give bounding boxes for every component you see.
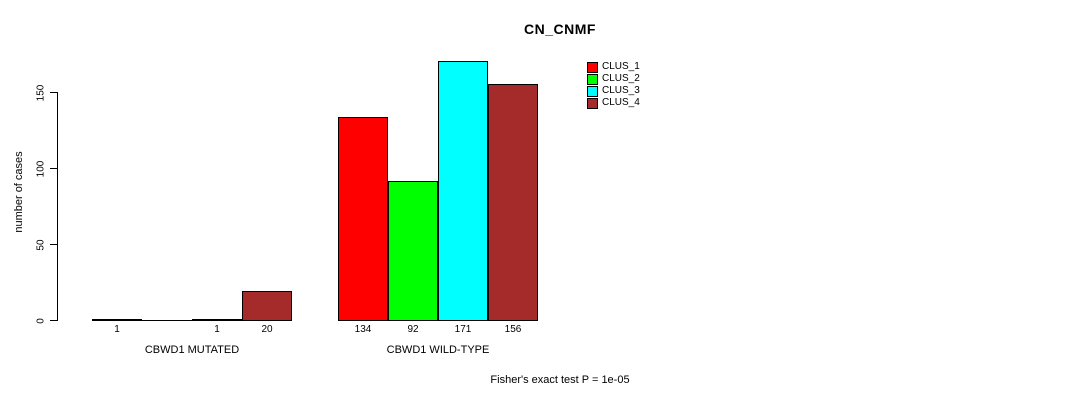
bar-value-label-clus_3-cbwd1-wild-type: 171 <box>454 324 472 335</box>
y-tick-150 <box>50 92 57 93</box>
bar-value-label-clus_3-cbwd1-mutated: 1 <box>214 324 220 335</box>
bar-clus_3-cbwd1-wild-type <box>438 61 488 321</box>
legend-item-clus_1: CLUS_1 <box>587 61 640 73</box>
bar-clus_4-cbwd1-mutated <box>242 291 292 321</box>
legend-swatch-clus_4 <box>587 97 598 109</box>
y-axis-line <box>57 92 58 321</box>
legend-item-clus_3: CLUS_3 <box>587 85 640 97</box>
y-tick-label-150: 150 <box>35 84 47 101</box>
annotation-fisher-test: Fisher's exact test P = 1e-05 <box>490 374 630 386</box>
legend-label-clus_4: CLUS_4 <box>602 97 640 108</box>
legend-swatch-clus_2 <box>587 73 598 85</box>
bar-clus_2-cbwd1-wild-type <box>388 181 438 321</box>
bar-value-label-clus_4-cbwd1-wild-type: 156 <box>504 324 522 335</box>
bar-clus_1-cbwd1-wild-type <box>338 117 388 321</box>
bar-value-label-clus_4-cbwd1-mutated: 20 <box>261 324 273 335</box>
y-tick-50 <box>50 244 57 245</box>
legend-label-clus_2: CLUS_2 <box>602 73 640 84</box>
y-tick-label-50: 50 <box>35 238 47 251</box>
chart-title: CN_CNMF <box>524 21 596 37</box>
legend-item-clus_2: CLUS_2 <box>587 73 640 85</box>
legend: CLUS_1 CLUS_2 CLUS_3 CLUS_4 <box>587 61 640 109</box>
y-tick-100 <box>50 168 57 169</box>
bar-value-label-clus_2-cbwd1-wild-type: 92 <box>407 324 419 335</box>
bar-value-label-clus_1-cbwd1-wild-type: 134 <box>354 324 372 335</box>
bar-clus_2-cbwd1-mutated <box>142 320 192 321</box>
bar-clus_3-cbwd1-mutated <box>192 319 242 321</box>
y-tick-label-100: 100 <box>35 160 47 177</box>
legend-label-clus_1: CLUS_1 <box>602 61 640 72</box>
legend-swatch-clus_3 <box>587 85 598 97</box>
y-tick-label-0: 0 <box>35 317 47 324</box>
bar-clus_1-cbwd1-mutated <box>92 319 142 321</box>
legend-label-clus_3: CLUS_3 <box>602 85 640 96</box>
bar-clus_4-cbwd1-wild-type <box>488 84 538 321</box>
bar-value-label-clus_1-cbwd1-mutated: 1 <box>114 324 120 335</box>
group-label-cbwd1-wild-type: CBWD1 WILD-TYPE <box>386 344 490 356</box>
y-tick-0 <box>50 320 57 321</box>
legend-item-clus_4: CLUS_4 <box>587 97 640 109</box>
group-label-cbwd1-mutated: CBWD1 MUTATED <box>144 344 240 356</box>
legend-swatch-clus_1 <box>587 61 598 73</box>
